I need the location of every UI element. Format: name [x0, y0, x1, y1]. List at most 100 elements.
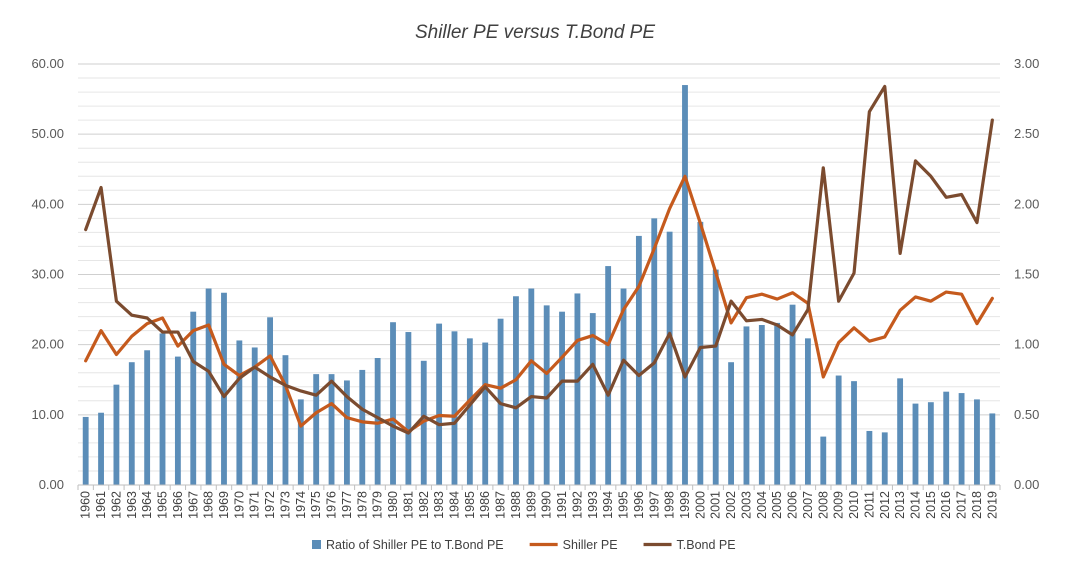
bar [912, 403, 919, 485]
x-tick-label: 1995 [617, 491, 631, 519]
x-tick-label: 2008 [816, 491, 830, 519]
bar [343, 380, 350, 485]
legend-swatch-bar [312, 540, 321, 549]
bar [958, 393, 965, 485]
bar [635, 235, 642, 485]
y-tick-right: 1.00 [1014, 337, 1039, 352]
x-tick-label: 1977 [340, 491, 354, 519]
x-tick-label: 2018 [970, 491, 984, 519]
bar [943, 391, 950, 485]
y-tick-right: 3.00 [1014, 56, 1039, 71]
x-tick-label: 1970 [232, 491, 246, 519]
x-tick-label: 2007 [801, 491, 815, 519]
x-tick-label: 2009 [832, 491, 846, 519]
y-tick-left: 50.00 [31, 126, 64, 141]
bar [236, 340, 243, 485]
x-tick-label: 1989 [524, 491, 538, 519]
line-series [84, 84, 994, 435]
y-tick-left: 10.00 [31, 407, 64, 422]
legend-label: T.Bond PE [677, 538, 736, 552]
bar [98, 412, 104, 485]
bar [574, 293, 581, 485]
x-tick-label: 1985 [463, 491, 477, 519]
bar [528, 288, 535, 485]
x-tick-label: 1971 [248, 491, 262, 519]
x-tick-label: 1972 [263, 491, 277, 519]
y-tick-right: 1.50 [1014, 267, 1039, 282]
y-tick-right: 2.50 [1014, 126, 1039, 141]
legend-entry: Shiller PE [529, 538, 618, 552]
bar [820, 436, 827, 485]
bar [174, 356, 181, 485]
x-tick-label: 1999 [678, 491, 692, 519]
bar [697, 221, 704, 485]
bar [835, 375, 842, 485]
bar [374, 357, 381, 485]
x-tick-label: 1996 [632, 491, 646, 519]
x-tick-label: 2016 [939, 491, 953, 519]
bar [989, 413, 996, 485]
bar [513, 296, 519, 485]
bar [559, 311, 565, 485]
x-tick-label: 2011 [862, 491, 876, 518]
x-tick-label: 2019 [985, 491, 999, 519]
x-tick-label: 1988 [509, 491, 523, 519]
bar [589, 313, 596, 485]
x-tick-label: 1984 [447, 491, 461, 519]
bar [758, 325, 765, 485]
bar [881, 432, 888, 485]
x-tick-label: 2005 [770, 491, 784, 519]
x-tick-label: 1992 [570, 491, 584, 519]
x-tick-label: 1966 [171, 491, 185, 519]
x-tick-label: 1991 [555, 491, 569, 519]
bar [466, 338, 473, 485]
bar [728, 362, 735, 485]
y-tick-left: 60.00 [31, 56, 64, 71]
t-bond-pe-line [84, 84, 994, 435]
x-tick-label: 1974 [294, 491, 308, 519]
bar [866, 430, 873, 485]
x-tick-label: 1965 [156, 491, 170, 519]
bar [297, 399, 304, 485]
bar [251, 347, 258, 485]
x-tick-label: 1960 [79, 491, 93, 519]
bar-series [82, 85, 996, 486]
bar [190, 311, 197, 485]
x-tick-label: 2010 [847, 491, 861, 519]
legend-entry: T.Bond PE [643, 538, 736, 552]
x-tick-label: 2015 [924, 491, 938, 519]
x-tick-label: 1993 [586, 491, 600, 519]
bar [359, 369, 366, 485]
x-tick-label: 2000 [693, 491, 707, 519]
y-tick-right: 0.00 [1014, 477, 1039, 492]
x-tick-label: 1994 [601, 491, 615, 519]
x-tick-label: 2006 [786, 491, 800, 519]
x-tick-label: 1969 [217, 491, 231, 519]
bar [851, 381, 857, 485]
x-tick-label: 1973 [278, 491, 292, 519]
x-tick-label: 2014 [908, 491, 922, 519]
bar [482, 342, 489, 485]
legend: Ratio of Shiller PE to T.Bond PE Shiller … [312, 538, 736, 552]
bar [82, 416, 89, 485]
shiller-pe-line [84, 174, 994, 434]
x-tick-label: 1990 [540, 491, 554, 519]
bar [789, 304, 796, 485]
x-tick-label: 1980 [386, 491, 400, 519]
x-tick-label: 1979 [371, 491, 385, 519]
x-tick-label: 1963 [125, 491, 139, 519]
bar [620, 288, 627, 485]
x-tick-label: 1968 [202, 491, 216, 519]
y-axis-right: 0.00 0.50 1.00 1.50 2.00 2.50 3.00 [1014, 56, 1039, 492]
bar [774, 322, 781, 485]
x-tick-label: 1998 [663, 491, 677, 519]
x-axis: 1960 1961 1962 1963 1964 1965 1966 1967 1968 1969… [77, 484, 1001, 519]
bar [666, 231, 673, 485]
chart-title: Shiller PE versus T.Bond PE [415, 22, 655, 43]
bar [205, 288, 212, 485]
bar [897, 378, 904, 485]
y-axis-left: 0.00 10.00 20.00 30.00 40.00 50.00 60.00 [31, 56, 64, 492]
x-tick-label: 1983 [432, 491, 446, 519]
